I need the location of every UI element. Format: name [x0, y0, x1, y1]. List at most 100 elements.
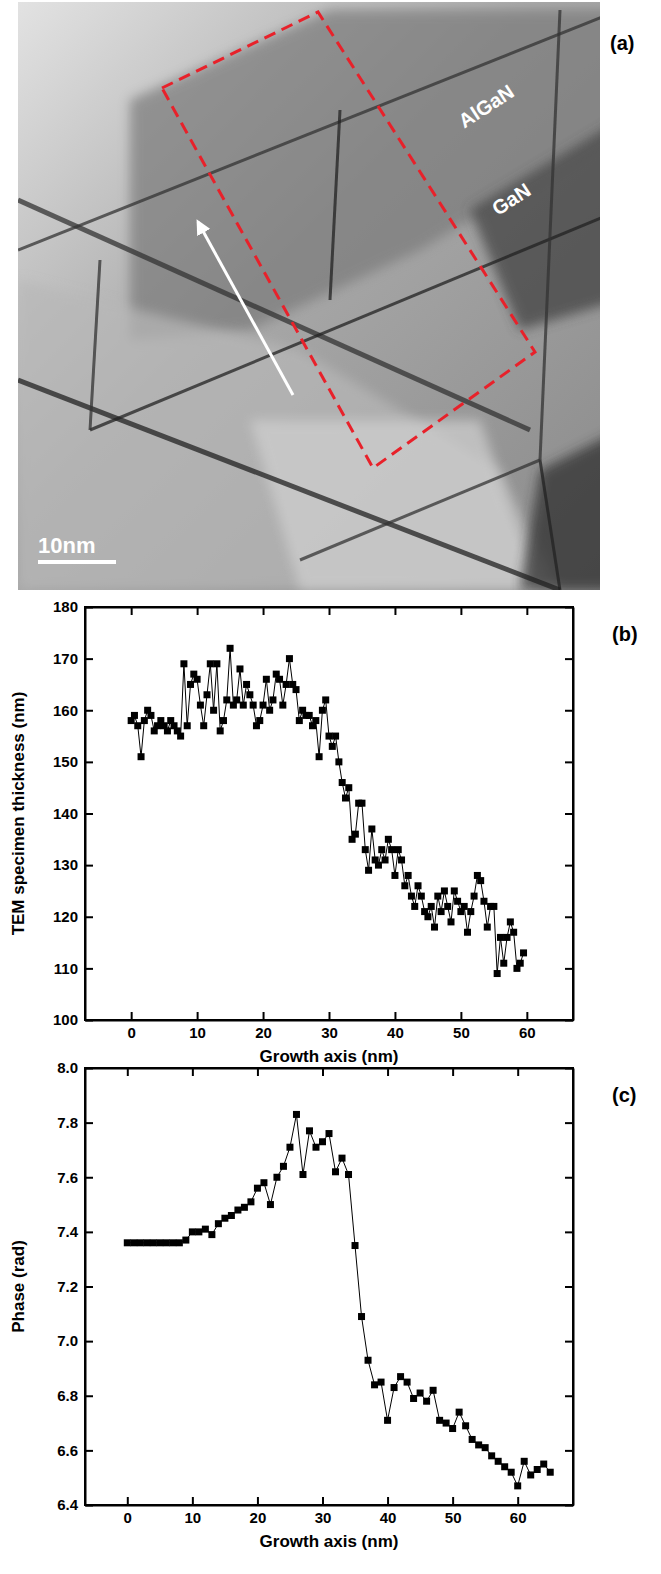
- data-point: [391, 1384, 398, 1391]
- chart-panel: 01020304050606.46.66.87.07.27.47.67.88.0…: [9, 1059, 636, 1551]
- data-point: [279, 702, 286, 709]
- tick-label: 30: [321, 1024, 338, 1041]
- tick: [453, 1068, 454, 1076]
- data-point: [240, 702, 247, 709]
- data-point: [378, 1379, 385, 1386]
- data-point: [293, 1111, 300, 1118]
- image-boundary: [90, 260, 100, 430]
- tick: 50: [453, 1012, 470, 1041]
- profile-arrow: [198, 222, 293, 395]
- data-point: [501, 1463, 508, 1470]
- data-point: [250, 702, 257, 709]
- data-point: [267, 1201, 274, 1208]
- image-boundary: [18, 200, 530, 430]
- tick-label: 30: [315, 1509, 332, 1526]
- tick-mark: [85, 1177, 93, 1179]
- tick: [127, 1068, 128, 1076]
- data-point: [431, 924, 438, 931]
- data-point: [410, 1395, 417, 1402]
- data-point: [293, 686, 300, 693]
- tick: [131, 607, 132, 615]
- data-point: [428, 903, 435, 910]
- data-point: [384, 1417, 391, 1424]
- data-point: [254, 1185, 261, 1192]
- data-point: [467, 908, 474, 915]
- tick-mark: [85, 710, 93, 712]
- tick: [395, 607, 396, 615]
- data-point: [477, 877, 484, 884]
- x-axis-title: Growth axis (nm): [260, 1532, 399, 1551]
- image-boundary: [540, 460, 560, 590]
- data-point: [443, 1420, 450, 1427]
- data-point: [246, 691, 253, 698]
- tick-mark: [565, 1068, 573, 1070]
- tick: [388, 1068, 389, 1076]
- tick-label: 40: [380, 1509, 397, 1526]
- data-point: [368, 825, 375, 832]
- tick-label: 10: [185, 1509, 202, 1526]
- data-point: [217, 727, 224, 734]
- data-point: [296, 717, 303, 724]
- tick-mark: [322, 1497, 324, 1505]
- data-point: [207, 660, 214, 667]
- chart-panel: 0102030405060100110120130140150160170180…: [9, 598, 638, 1066]
- data-point: [521, 1458, 528, 1465]
- scale-bar-label: 10nm: [38, 533, 95, 558]
- data-point: [150, 1239, 157, 1246]
- data-line: [131, 648, 523, 973]
- tick-label: 160: [53, 702, 78, 719]
- data-point: [444, 903, 451, 910]
- tick-mark: [85, 968, 93, 970]
- tick: 180: [53, 598, 93, 615]
- tick-mark: [131, 607, 133, 615]
- data-point: [438, 908, 445, 915]
- data-point: [223, 696, 230, 703]
- tick-mark: [263, 1012, 265, 1020]
- data-point: [134, 722, 141, 729]
- plot-frame: [85, 607, 573, 1020]
- data-point: [164, 727, 171, 734]
- data-point: [131, 712, 138, 719]
- tick: 7.8: [57, 1114, 93, 1131]
- tick: [565, 659, 573, 660]
- tick-label: 170: [53, 650, 78, 667]
- axis-line: [86, 1068, 574, 1070]
- tick: [565, 814, 573, 815]
- data-point: [540, 1461, 547, 1468]
- data-point: [187, 681, 194, 688]
- tick: 50: [445, 1497, 462, 1526]
- tick-label: 7.4: [57, 1223, 79, 1240]
- image-region: [18, 280, 560, 590]
- tick: [197, 607, 198, 615]
- y-axis-right: [565, 608, 574, 1021]
- tick-mark: [85, 1231, 93, 1233]
- data-point: [365, 867, 372, 874]
- data-point: [326, 733, 333, 740]
- data-point: [182, 1237, 189, 1244]
- x-axis: 0102030405060: [86, 1497, 574, 1526]
- tick: 40: [387, 1012, 404, 1041]
- tick: 0: [127, 1012, 135, 1041]
- data-point: [371, 1381, 378, 1388]
- tick: [518, 1068, 519, 1076]
- tick-mark: [85, 865, 93, 867]
- data-point: [269, 696, 276, 703]
- tick: 6.6: [57, 1442, 93, 1459]
- tick-mark: [85, 1286, 93, 1288]
- tick: 100: [53, 1011, 93, 1028]
- tick-mark: [460, 1012, 462, 1020]
- data-point: [147, 712, 154, 719]
- tick-mark: [329, 1012, 331, 1020]
- data-point: [273, 1174, 280, 1181]
- data-point: [401, 882, 408, 889]
- data-point: [124, 1239, 131, 1246]
- tick-mark: [329, 607, 331, 615]
- data-point: [137, 1239, 144, 1246]
- tick: [329, 607, 330, 615]
- tick: 7.2: [57, 1278, 93, 1295]
- tick-label: 120: [53, 908, 78, 925]
- data-point: [233, 696, 240, 703]
- tick-label: 7.2: [57, 1278, 78, 1295]
- tick-mark: [85, 1068, 93, 1070]
- tick: [257, 1068, 258, 1076]
